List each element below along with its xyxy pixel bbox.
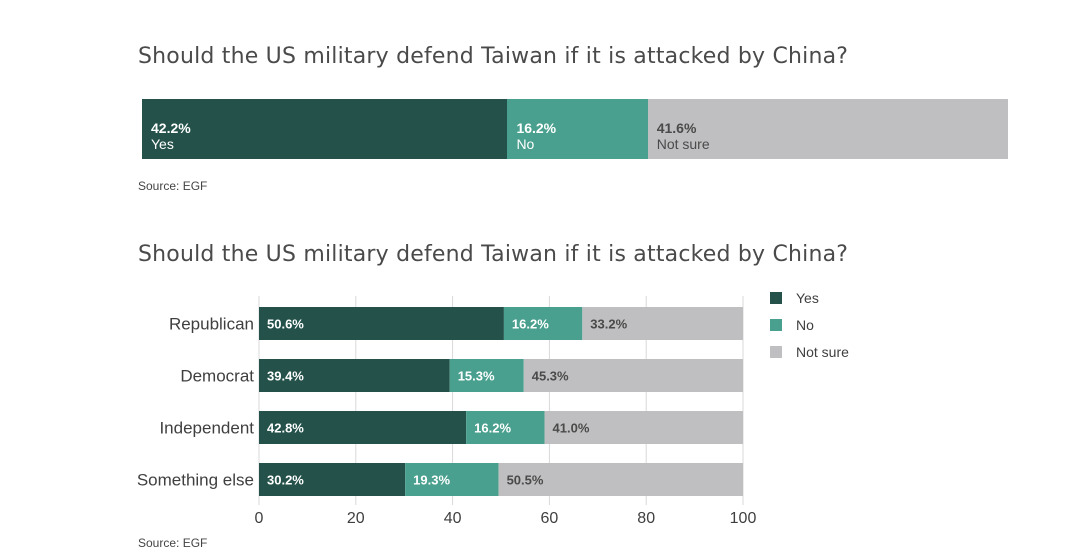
chart1-source: Source: EGF [138, 179, 208, 193]
category-label: Republican [169, 315, 254, 334]
bar-value-label: 30.2% [267, 473, 304, 488]
overall-segment-value-label: 42.2% [151, 120, 191, 136]
overall-segment-category-label: No [516, 136, 535, 152]
bar-no [466, 411, 545, 444]
chart1-title: Should the US military defend Taiwan if … [138, 44, 849, 69]
bar-value-label: 33.2% [590, 317, 627, 332]
overall-segment-category-label: Yes [151, 136, 174, 152]
overall-segment-text: 42.2% Yes [151, 120, 191, 152]
overall-segment-text: 16.2% No [516, 120, 556, 152]
bar-not-sure [544, 411, 743, 444]
category-label: Something else [137, 471, 254, 490]
bar-value-label: 16.2% [512, 317, 549, 332]
legend-swatch [770, 292, 782, 304]
x-tick-label: 0 [255, 510, 264, 527]
bar-yes [259, 307, 504, 340]
bar-not-sure [582, 307, 743, 340]
bar-value-label: 16.2% [474, 421, 511, 436]
overall-segment-no: 16.2% No [507, 99, 648, 159]
bar-yes [259, 359, 450, 392]
bar-no [503, 307, 583, 340]
bar-no [405, 463, 499, 496]
bar-value-label: 42.8% [267, 421, 304, 436]
category-label: Democrat [180, 367, 254, 386]
overall-stacked-bar: 42.2% Yes 16.2% No 41.6% Not sure [142, 99, 1008, 159]
bar-value-label: 50.6% [267, 317, 304, 332]
legend-label: No [796, 317, 814, 333]
x-tick-label: 100 [730, 510, 757, 527]
chart2-title: Should the US military defend Taiwan if … [138, 242, 849, 267]
overall-segment-text: 41.6% Not sure [657, 120, 710, 152]
x-tick-label: 20 [347, 510, 365, 527]
bar-value-label: 15.3% [458, 369, 495, 384]
x-tick-label: 80 [637, 510, 655, 527]
overall-segment-category-label: Not sure [656, 136, 710, 152]
legend-swatch [770, 346, 782, 358]
bar-value-label: 19.3% [413, 473, 450, 488]
overall-segment-not-sure: 41.6% Not sure [647, 99, 1008, 159]
bar-not-sure [523, 359, 743, 392]
bar-no [449, 359, 524, 392]
overall-segment-value-label: 41.6% [656, 120, 697, 136]
bar-value-label: 39.4% [267, 369, 304, 384]
bar-value-label: 50.5% [507, 473, 544, 488]
category-label: Independent [159, 419, 254, 438]
legend-swatch [770, 319, 782, 331]
bar-yes [259, 411, 467, 444]
bar-value-label: 45.3% [532, 369, 569, 384]
legend-label: Not sure [796, 344, 849, 360]
chart2-source: Source: EGF [138, 536, 208, 550]
x-tick-label: 60 [541, 510, 559, 527]
overall-segment-yes: 42.2% Yes [142, 99, 508, 159]
bar-value-label: 41.0% [553, 421, 590, 436]
x-tick-label: 40 [444, 510, 462, 527]
legend-label: Yes [796, 290, 819, 306]
bar-yes [259, 463, 406, 496]
bar-not-sure [498, 463, 743, 496]
overall-segment-value-label: 16.2% [516, 120, 557, 136]
